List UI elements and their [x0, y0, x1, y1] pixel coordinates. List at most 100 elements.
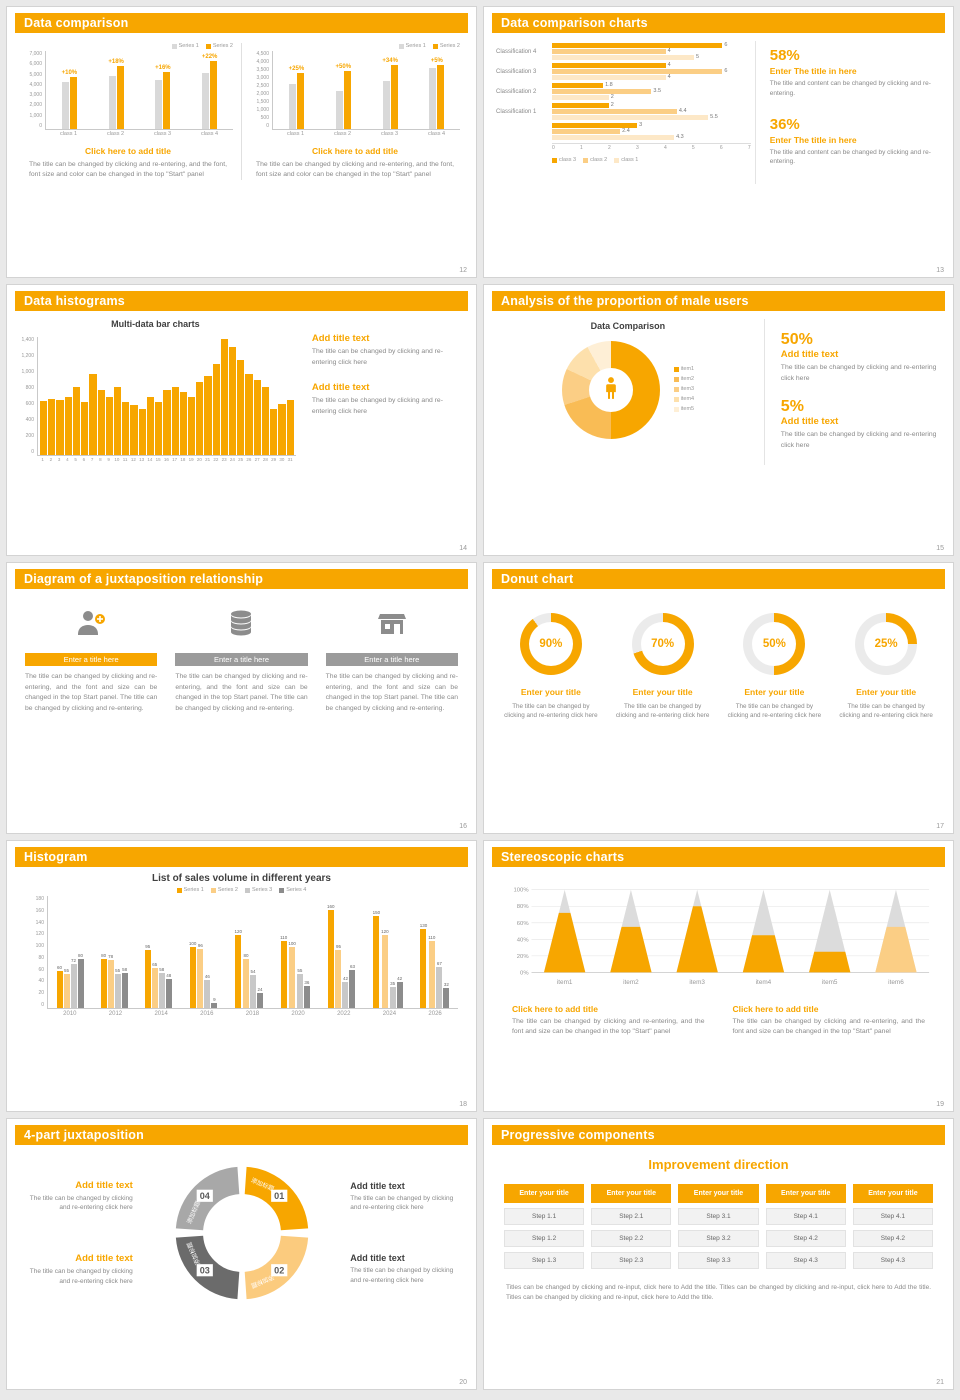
legend-label: Series 3 [252, 887, 273, 893]
y-tick-label: 1,500 [256, 99, 269, 105]
bar-value-label: 72 [71, 958, 77, 963]
x-tick-label: 6 [82, 457, 86, 462]
bar-value-label: 95 [145, 943, 151, 949]
svg-text:04: 04 [199, 1191, 210, 1201]
legend-swatch [245, 887, 250, 893]
bar [303, 986, 310, 1008]
juxtaposition-item-3: Enter a title here The title can be chan… [325, 607, 458, 714]
block-body: The title can be changed by clicking and… [29, 1194, 133, 1212]
y-tick-label: 800 [25, 385, 34, 391]
bar-column: 78 [107, 954, 114, 1008]
column-chart: Series 1 Series 2 4,500 4,000 3,500 3,000 2,50… [250, 43, 460, 137]
slide-title: Histogram [24, 850, 88, 864]
block-title: Add title text [75, 1253, 133, 1264]
bar-group: +22% [202, 54, 217, 129]
slide-19[interactable]: Stereoscopic charts 100% 80% 60% 40% 20% 0% it… [483, 840, 954, 1112]
legend-item: class 1 [614, 157, 638, 163]
progress-column: Enter your title Step 4.1 Step 4.2 Step 4.3 [852, 1184, 934, 1269]
x-tick-label: 3 [635, 145, 639, 151]
bar [443, 988, 450, 1008]
block-title: Add title text [780, 349, 839, 360]
slide-21[interactable]: Progressive components Improvement direc… [483, 1118, 954, 1390]
database-icon [175, 607, 307, 645]
slide-18[interactable]: Histogram List of sales volume in differ… [6, 840, 477, 1112]
bar-group: +25% [289, 66, 304, 129]
bar [56, 971, 63, 1008]
bar-value-label: 95 [335, 943, 341, 949]
legend-label: class 3 [559, 157, 577, 163]
bar-column: 160 [327, 904, 334, 1008]
building-icon [326, 607, 458, 645]
x-tick-label: 31 [287, 457, 293, 462]
bar-column: 72 [70, 958, 77, 1008]
x-tick-label: 2014 [154, 1011, 168, 1017]
y-tick-label: 2,000 [256, 91, 269, 97]
bar-row: 4 [552, 74, 751, 80]
bar [552, 135, 675, 140]
legend-item: Series 3 [245, 887, 272, 893]
bar-value-label: 110 [428, 934, 436, 940]
slide-13[interactable]: Data comparison charts Classification 4 6… [483, 6, 954, 278]
bar [289, 946, 296, 1008]
x-tick-label: 18 [180, 457, 186, 462]
bar-value-label: 5 [695, 54, 700, 60]
bar-value-label: 67 [436, 961, 442, 967]
donut-gauge: 50% [743, 613, 806, 675]
bar [552, 129, 621, 134]
bar [97, 390, 105, 455]
bar [250, 975, 257, 1008]
x-axis: 0 1 2 3 4 5 6 7 [552, 143, 751, 151]
slide-15[interactable]: Analysis of the proportion of male users… [483, 284, 954, 556]
x-tick-label: class 4 [427, 131, 446, 137]
bar-group: Classification 2 1.8 3.5 2 [496, 82, 751, 100]
slide-12[interactable]: Data comparison Series 1 Series 2 7,000 6,0… [6, 6, 477, 278]
bar [552, 43, 723, 48]
chart-legend: Series 1 Series 2 Series 3 Series 4 [15, 887, 468, 893]
slide-16[interactable]: Diagram of a juxtaposition relationship … [6, 562, 477, 834]
x-tick-label: class 2 [333, 131, 352, 137]
legend-swatch [398, 43, 404, 49]
y-axis: 180 160 140 120 100 80 60 40 20 0 [25, 896, 47, 1008]
slide-14[interactable]: Data histograms Multi-data bar charts 1,… [6, 284, 477, 556]
enter-title-button: Enter your title [591, 1184, 672, 1203]
bar [286, 400, 294, 455]
x-tick-label: 28 [262, 457, 268, 462]
bar [196, 382, 204, 455]
bar-value-label: 36 [304, 980, 310, 985]
slide-header: Diagram of a juxtaposition relationship [15, 569, 468, 589]
bar-pair [61, 77, 77, 129]
bar [48, 398, 56, 455]
text-block: Click here to add title The title can be… [512, 1004, 705, 1037]
x-tick-label: class 3 [153, 131, 172, 137]
bar [163, 72, 171, 129]
slide-17[interactable]: Donut chart 90% Enter your title The tit… [483, 562, 954, 834]
step-cell: Step 4.1 [765, 1208, 846, 1225]
bar-value-label: 3.5 [653, 88, 662, 94]
bar [155, 80, 163, 129]
bar-column: 95 [335, 943, 342, 1008]
category-label: Classification 2 [496, 88, 537, 95]
item-body: The title can be changed by clicking and… [839, 703, 933, 720]
bar-column: 65 [151, 962, 158, 1008]
bar-group: +5% [429, 58, 445, 129]
donut-gauge: 90% [519, 613, 582, 675]
bar-group: 110 100 55 36 [280, 935, 310, 1008]
y-tick-label: 400 [25, 417, 34, 423]
x-tick-label: 5 [691, 145, 695, 151]
step-cell: Step 3.2 [678, 1230, 759, 1247]
slide-20[interactable]: 4-part juxtaposition Add title text The … [6, 1118, 477, 1390]
bar [122, 402, 130, 455]
x-tick-label: 2012 [108, 1011, 123, 1017]
bar [130, 405, 138, 455]
svg-text:40%: 40% [517, 937, 530, 943]
y-tick-label: 0 [41, 1001, 44, 1008]
bar-value-label: 120 [381, 928, 389, 934]
bar-column: 36 [303, 980, 310, 1008]
bar [552, 49, 666, 54]
y-tick-label: 1,000 [256, 107, 269, 113]
bar [257, 993, 264, 1008]
slide-header: 4-part juxtaposition [15, 1125, 468, 1145]
bar [296, 974, 303, 1008]
y-tick-label: 1,000 [29, 112, 42, 119]
block-title: Click here to add title [512, 1004, 598, 1014]
